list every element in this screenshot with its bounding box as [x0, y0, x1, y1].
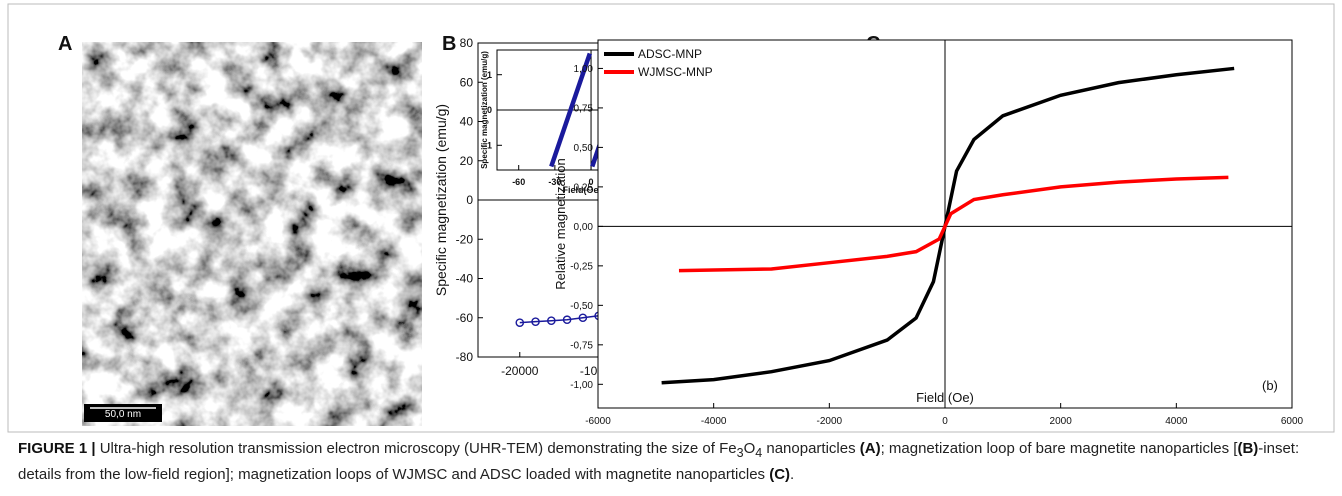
panel-label: B — [442, 33, 456, 55]
scale-bar-label: 50,0 nm — [105, 409, 141, 420]
x-tick-label: 4000 — [1165, 416, 1188, 427]
x-tick-label: 0 — [942, 416, 948, 427]
y-tick-label: 80 — [460, 36, 474, 50]
y-tick-label: -0,50 — [570, 301, 593, 312]
x-tick-label: -4000 — [701, 416, 727, 427]
y-tick-label: 1 — [487, 70, 492, 80]
y-tick-label: -60 — [456, 311, 474, 325]
y-tick-label: -20 — [456, 232, 474, 246]
y-tick-label: 0 — [466, 193, 473, 207]
tem-image — [82, 42, 422, 426]
caption-run: 3 — [736, 446, 744, 460]
y-tick-label: -0,25 — [570, 261, 593, 272]
marker — [515, 318, 525, 327]
chart: -6000 -4000 -2000 0 2000 4000 6000 -1,00 -0,75 -0… — [553, 39, 1304, 427]
legend-label: WJMSC-MNP — [638, 65, 713, 79]
x-tick-label: -30 — [548, 177, 561, 187]
caption-run: (C) — [769, 466, 791, 483]
x-tick-label: 0 — [589, 177, 594, 187]
marker — [562, 315, 572, 325]
x-axis-label: Field(Oe) — [562, 185, 601, 195]
marker — [531, 317, 540, 326]
y-tick-label: 40 — [460, 115, 474, 129]
y-tick-label: -1,00 — [570, 380, 593, 391]
y-tick-label: 0,25 — [574, 182, 594, 193]
caption-run: . — [790, 466, 795, 483]
x-tick-label: -60 — [512, 177, 525, 187]
caption-run: -inset: details from the low-field regio… — [18, 440, 1300, 483]
caption-run: O — [743, 440, 756, 457]
x-tick-label: 2000 — [1050, 416, 1073, 427]
caption-run: Ultra-high resolution transmission elect… — [95, 440, 737, 457]
caption-run: ; magnetization loop of bare magnetite n… — [880, 440, 1238, 457]
y-tick-label: 20 — [460, 154, 474, 168]
x-tick-label: -20000 — [501, 364, 539, 378]
x-tick-label: -6000 — [585, 416, 611, 427]
x-axis-label: Field (Oe) — [916, 390, 974, 405]
y-axis-label: Specific magnetization (emu/g) — [480, 51, 489, 169]
caption-run: nanoparticles — [762, 440, 860, 457]
y-tick-label: 60 — [460, 75, 474, 89]
y-tick-label: 1,00 — [574, 64, 594, 75]
y-axis-label: Relative magnetization — [553, 158, 568, 290]
x-tick-label: 6000 — [1281, 416, 1304, 427]
y-tick-label: 0,00 — [574, 222, 594, 233]
marker — [547, 316, 556, 325]
caption: FIGURE 1 | Ultra-high resolution transmi… — [18, 438, 1318, 486]
x-tick-label: -2000 — [817, 416, 843, 427]
caption-run: (B) — [1237, 440, 1259, 457]
series-line — [678, 175, 1229, 273]
marker — [578, 313, 588, 323]
annotation: (b) — [1262, 378, 1278, 393]
caption-run: (A) — [859, 440, 881, 457]
y-tick-label: -40 — [456, 272, 474, 286]
panel-label: A — [58, 33, 72, 55]
caption-run: 4 — [755, 446, 763, 460]
figure: 50,0 nm A B C -20000-1000001000020000-80… — [7, 3, 1335, 433]
y-tick-label: -1 — [484, 140, 492, 150]
series-line — [549, 52, 592, 168]
y-tick-label: 0,50 — [574, 143, 594, 154]
y-axis-label: Specific magnetization (emu/g) — [433, 104, 449, 296]
text-run: (b) — [1262, 378, 1278, 393]
caption-run: FIGURE 1 | — [18, 440, 96, 457]
y-tick-label: -80 — [456, 350, 474, 364]
y-tick-label: -0,75 — [570, 340, 593, 351]
y-tick-label: 0,75 — [574, 103, 594, 114]
legend-label: ADSC-MNP — [638, 47, 702, 61]
figure-frame — [7, 3, 1335, 433]
y-tick-label: 0 — [487, 105, 492, 115]
